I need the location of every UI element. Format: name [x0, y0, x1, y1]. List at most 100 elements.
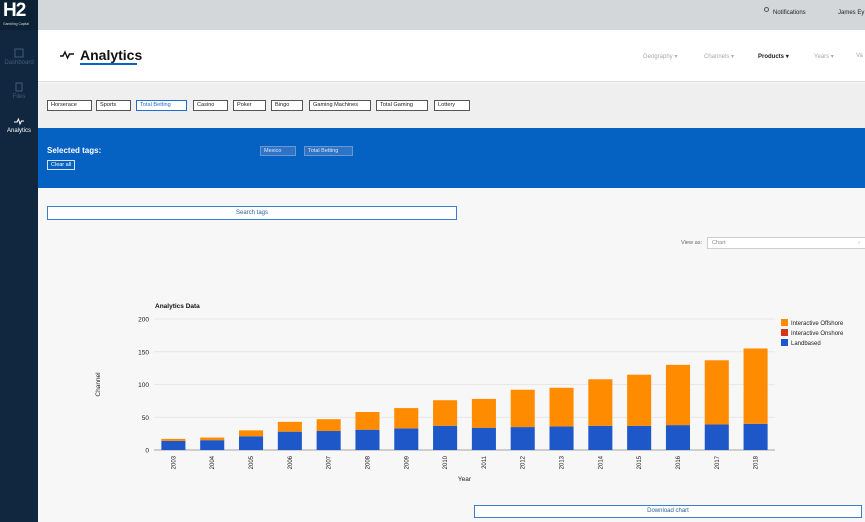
bar-landbased: [161, 440, 186, 450]
nav-products[interactable]: Products ▾: [758, 53, 789, 60]
nav-channels[interactable]: Channels ▾: [704, 53, 734, 60]
bar-interactive-offshore: [665, 364, 691, 426]
x-tick-label: 2005: [249, 455, 255, 469]
y-axis-label: Channel: [95, 372, 102, 397]
chip-casino[interactable]: Casino: [193, 100, 228, 111]
logo[interactable]: H2 Gambling Capital: [0, 0, 38, 30]
sidebar-item-analytics[interactable]: Analytics: [0, 116, 38, 134]
logo-mark: H2: [3, 0, 26, 21]
y-tick-label: 50: [142, 415, 150, 422]
x-axis-label: Year: [458, 476, 472, 483]
bar-interactive-offshore: [161, 438, 186, 441]
nav-geography[interactable]: Geography ▾: [643, 53, 677, 60]
y-tick-label: 0: [145, 448, 149, 455]
caret-down-icon: ▾: [674, 54, 678, 60]
bar-landbased: [277, 431, 302, 450]
bar-landbased: [743, 423, 768, 450]
chip-total-betting[interactable]: Total Betting: [136, 100, 187, 111]
dashboard-icon: [14, 48, 24, 58]
bar-landbased: [665, 425, 691, 450]
caret-down-icon: ▾: [785, 54, 789, 60]
selected-tag-mexico[interactable]: Mexico: [260, 146, 296, 156]
legend-label: Interactive Offshore: [791, 321, 844, 327]
bar-interactive-offshore: [200, 437, 225, 441]
sidebar-item-label: Files: [12, 94, 26, 100]
nav-values[interactable]: Va: [856, 53, 863, 59]
x-tick-label: 2016: [676, 455, 682, 469]
legend-label: Interactive Onshore: [791, 331, 844, 337]
bar-landbased: [510, 427, 535, 450]
bar-landbased: [433, 425, 458, 450]
sidebar-item-files[interactable]: Files: [0, 82, 38, 100]
legend-label: Landbased: [791, 341, 821, 347]
bar-interactive-offshore: [471, 398, 496, 428]
chip-horserace[interactable]: Horserace: [47, 100, 92, 111]
chip-lottery[interactable]: Lottery: [434, 100, 470, 111]
x-tick-label: 2018: [754, 455, 760, 469]
selected-tag-total-betting[interactable]: Total Betting: [304, 146, 353, 156]
bar-landbased: [355, 429, 380, 450]
view-as-value: Chart: [712, 240, 726, 246]
x-tick-label: 2013: [560, 455, 566, 469]
chip-total-gaming[interactable]: Total Gaming: [376, 100, 428, 111]
nav-label: Products: [758, 54, 785, 60]
y-tick-label: 200: [138, 317, 149, 324]
x-tick-label: 2011: [482, 455, 488, 469]
top-bar: Notifications James Ey: [38, 0, 865, 30]
bar-landbased: [588, 425, 613, 450]
bar-interactive-offshore: [238, 430, 264, 437]
chip-sports[interactable]: Sports: [96, 100, 131, 111]
search-tags-button[interactable]: Search tags: [47, 206, 457, 220]
chip-bingo[interactable]: Bingo: [271, 100, 303, 111]
x-tick-label: 2003: [171, 455, 177, 469]
caret-down-icon: ▾: [830, 54, 834, 60]
bar-landbased: [238, 436, 264, 450]
nav-years[interactable]: Years ▾: [814, 53, 834, 60]
bar-landbased: [394, 428, 419, 450]
y-tick-label: 100: [138, 382, 149, 389]
tag-chip-row: Horserace Sports Total Betting Casino Po…: [38, 83, 865, 128]
logo-tagline: Gambling Capital: [3, 22, 30, 26]
bar-interactive-offshore: [277, 421, 302, 432]
view-as-select[interactable]: Chart ›: [707, 237, 865, 249]
bar-interactive-offshore: [510, 389, 535, 428]
title-underline: [80, 63, 137, 65]
y-tick-label: 150: [138, 349, 149, 356]
x-tick-label: 2007: [327, 455, 333, 469]
bar-interactive-offshore: [316, 419, 341, 432]
notifications-link[interactable]: Notifications: [764, 7, 806, 16]
chip-poker[interactable]: Poker: [233, 100, 266, 111]
x-tick-label: 2008: [365, 455, 371, 469]
x-tick-label: 2010: [443, 455, 449, 469]
bar-landbased: [200, 440, 225, 450]
bar-interactive-offshore: [743, 348, 768, 424]
bar-interactive-offshore: [627, 374, 652, 426]
bar-interactive-offshore: [394, 408, 419, 429]
chart-title: Analytics Data: [155, 303, 200, 310]
x-tick-label: 2012: [521, 455, 527, 469]
download-chart-button[interactable]: Download chart: [474, 505, 862, 518]
sidebar-item-dashboard[interactable]: Dashboard: [0, 48, 38, 66]
x-tick-label: 2006: [288, 455, 294, 469]
x-tick-label: 2015: [637, 455, 643, 469]
analytics-chart: Analytics Data 0 50 100 150 200 Channel 2003 200…: [38, 290, 865, 490]
x-tick-label: 2004: [210, 455, 216, 469]
bar-interactive-offshore: [549, 387, 574, 427]
nav-label: Years: [814, 54, 830, 60]
chevron-down-icon: ›: [858, 240, 860, 246]
legend-swatch: [781, 319, 788, 326]
legend-swatch: [781, 339, 788, 346]
caret-down-icon: ▾: [731, 54, 735, 60]
bar-landbased: [549, 426, 574, 450]
nav-label: Channels: [704, 54, 730, 60]
selected-tags-panel: Selected tags: Clear all Mexico Total Be…: [38, 128, 865, 188]
legend-swatch: [781, 329, 788, 336]
nav-label: Geography: [643, 54, 673, 60]
chip-gaming-machines[interactable]: Gaming Machines: [309, 100, 371, 111]
clear-all-button[interactable]: Clear all: [47, 160, 76, 170]
nav-label: Va: [856, 53, 863, 59]
user-menu[interactable]: James Ey: [838, 10, 865, 16]
bar-landbased: [471, 427, 496, 450]
pulse-icon: [14, 117, 24, 126]
